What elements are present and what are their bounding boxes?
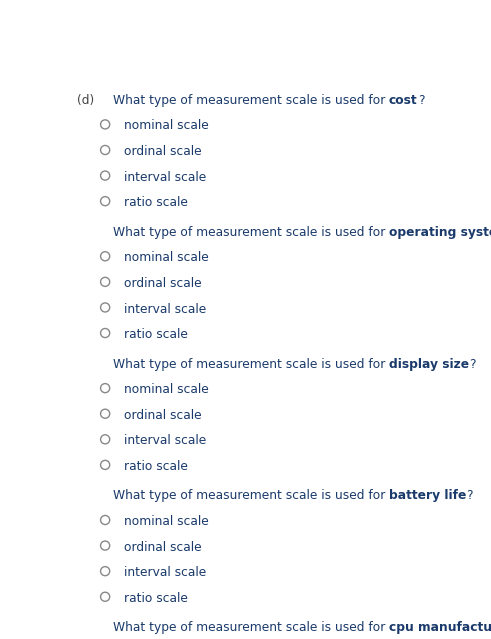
Text: interval scale: interval scale	[124, 302, 206, 316]
Text: nominal scale: nominal scale	[124, 251, 209, 265]
Text: (d): (d)	[77, 94, 94, 107]
Text: nominal scale: nominal scale	[124, 119, 209, 132]
Text: interval scale: interval scale	[124, 566, 206, 579]
Text: interval scale: interval scale	[124, 435, 206, 447]
Text: ratio scale: ratio scale	[124, 592, 188, 605]
Text: ordinal scale: ordinal scale	[124, 541, 202, 553]
Text: ?: ?	[469, 358, 476, 371]
Text: battery life: battery life	[389, 489, 466, 502]
Text: ?: ?	[466, 489, 473, 502]
Text: display size: display size	[389, 358, 469, 371]
Text: cost: cost	[389, 94, 418, 107]
Text: ordinal scale: ordinal scale	[124, 277, 202, 290]
Text: ratio scale: ratio scale	[124, 196, 188, 209]
Text: What type of measurement scale is used for: What type of measurement scale is used f…	[113, 226, 389, 239]
Text: ?: ?	[418, 94, 424, 107]
Text: operating system: operating system	[389, 226, 491, 239]
Text: What type of measurement scale is used for: What type of measurement scale is used f…	[113, 621, 389, 635]
Text: cpu manufacturer: cpu manufacturer	[389, 621, 491, 635]
Text: ratio scale: ratio scale	[124, 460, 188, 473]
Text: What type of measurement scale is used for: What type of measurement scale is used f…	[113, 94, 389, 107]
Text: What type of measurement scale is used for: What type of measurement scale is used f…	[113, 358, 389, 371]
Text: ratio scale: ratio scale	[124, 328, 188, 341]
Text: nominal scale: nominal scale	[124, 515, 209, 528]
Text: ordinal scale: ordinal scale	[124, 145, 202, 158]
Text: nominal scale: nominal scale	[124, 383, 209, 396]
Text: interval scale: interval scale	[124, 171, 206, 183]
Text: ordinal scale: ordinal scale	[124, 409, 202, 422]
Text: What type of measurement scale is used for: What type of measurement scale is used f…	[113, 489, 389, 502]
